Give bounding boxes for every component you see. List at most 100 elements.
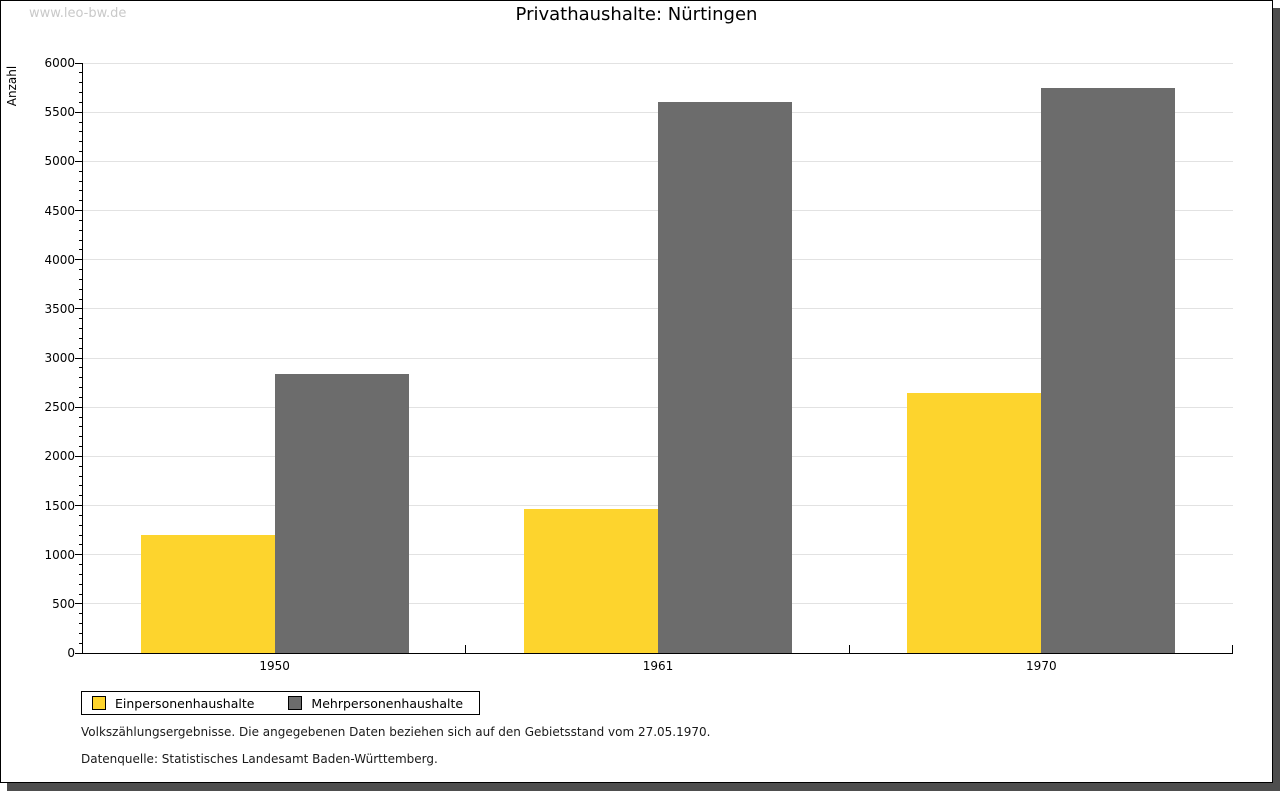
y-minor-tick — [79, 396, 83, 398]
y-minor-tick — [79, 583, 83, 585]
legend-box: Einpersonenhaushalte Mehrpersonenhaushalt… — [81, 691, 481, 715]
x-boundary-tick — [465, 645, 467, 653]
watermark-text: www.leo-bw.de — [29, 6, 127, 21]
y-minor-tick — [79, 416, 83, 418]
y-major-tick — [75, 210, 83, 211]
y-major-tick — [75, 357, 83, 359]
y-minor-tick — [79, 436, 83, 438]
y-tick-label: 2500 — [44, 400, 75, 415]
y-minor-tick — [79, 387, 83, 388]
y-minor-tick — [79, 475, 83, 477]
y-major-tick — [75, 62, 83, 64]
y-tick-label: 4000 — [44, 252, 75, 267]
legend-item-mehrpersonenhaushalte: Mehrpersonenhaushalte — [288, 696, 463, 711]
y-major-tick — [75, 652, 83, 654]
y-minor-tick — [79, 318, 83, 320]
y-tick-label: 2000 — [44, 449, 75, 464]
y-minor-tick — [79, 170, 83, 172]
legend-item-einpersonenhaushalte: Einpersonenhaushalte — [92, 696, 254, 711]
x-tick-label-1961: 1961 — [642, 659, 674, 673]
footnote-census: Volkszählungsergebnisse. Die angegebenen… — [81, 725, 711, 739]
y-minor-tick — [79, 229, 83, 231]
y-minor-tick — [79, 239, 83, 241]
y-minor-tick — [79, 564, 83, 565]
x-boundary-tick — [848, 645, 850, 653]
y-minor-tick — [79, 180, 83, 182]
y-major-tick — [75, 603, 83, 605]
y-major-tick — [75, 554, 83, 556]
y-minor-tick — [79, 465, 83, 467]
y-tick-label: 3000 — [44, 351, 75, 365]
y-tick-label: 500 — [52, 596, 75, 611]
y-minor-tick — [79, 288, 83, 290]
y-minor-tick — [79, 328, 83, 329]
y-minor-tick — [79, 446, 83, 447]
legend-label: Einpersonenhaushalte — [115, 695, 255, 711]
y-minor-tick — [79, 623, 83, 624]
legend-swatch-icon — [92, 696, 106, 710]
y-tick-label: 1500 — [44, 498, 75, 513]
y-minor-tick — [79, 593, 83, 595]
y-minor-tick — [79, 278, 83, 280]
chart-title: Privathaushalte: Nürtingen — [515, 4, 758, 25]
x-tick-label-1970: 1970 — [1026, 659, 1057, 673]
y-axis-title: Anzahl — [5, 65, 20, 107]
y-minor-tick — [79, 131, 83, 133]
y-minor-tick — [79, 298, 83, 300]
y-minor-tick — [79, 426, 83, 428]
y-minor-tick — [79, 367, 83, 369]
y-minor-tick — [79, 485, 83, 487]
y-minor-tick — [79, 524, 83, 526]
x-boundary-tick — [1232, 645, 1233, 653]
bar-einpersonenhaushalte-1970 — [907, 393, 1042, 653]
y-minor-tick — [79, 82, 83, 84]
y-major-tick — [75, 259, 83, 261]
y-major-tick — [75, 406, 83, 408]
y-tick-label: 3500 — [44, 301, 75, 316]
legend-label: Mehrpersonenhaushalte — [311, 695, 464, 711]
bar-mehrpersonenhaushalte-1970 — [1041, 87, 1176, 653]
legend-swatch-icon — [288, 696, 303, 710]
y-minor-tick — [79, 151, 83, 152]
y-minor-tick — [79, 337, 83, 339]
bar-mehrpersonenhaushalte-1961 — [658, 102, 792, 653]
y-tick-label: 0 — [67, 646, 75, 660]
y-minor-tick — [79, 347, 83, 349]
y-major-tick — [75, 308, 83, 310]
y-minor-tick — [79, 141, 83, 143]
y-minor-tick — [79, 495, 83, 497]
y-minor-tick — [79, 269, 83, 270]
y-minor-tick — [79, 219, 83, 221]
x-tick-label-1950: 1950 — [259, 659, 290, 673]
bar-mehrpersonenhaushalte-1950 — [274, 373, 409, 653]
y-tick-label: 1000 — [44, 547, 75, 562]
y-major-tick — [75, 160, 83, 162]
y-tick-label: 5500 — [44, 105, 75, 120]
y-tick-label: 4500 — [44, 203, 75, 218]
y-tick-label: 6000 — [44, 56, 75, 70]
y-minor-tick — [79, 190, 83, 192]
y-major-tick — [75, 505, 83, 506]
y-minor-tick — [79, 121, 83, 123]
y-minor-tick — [79, 642, 83, 644]
y-minor-tick — [79, 534, 83, 536]
y-minor-tick — [79, 632, 83, 634]
y-major-tick — [75, 111, 83, 113]
gridline-6000 — [83, 62, 1233, 64]
bar-einpersonenhaushalte-1961 — [524, 509, 658, 653]
y-minor-tick — [79, 613, 83, 615]
y-major-tick — [75, 455, 83, 457]
footnote-source: Datenquelle: Statistisches Landesamt Bad… — [81, 752, 438, 766]
y-minor-tick — [79, 514, 83, 516]
y-minor-tick — [79, 72, 83, 74]
y-minor-tick — [79, 249, 83, 251]
y-minor-tick — [79, 200, 83, 202]
y-minor-tick — [79, 101, 83, 103]
plot-area: 0 500 1000 1500 2000 2500 3000 3500 4000 4500 5000… — [44, 56, 1233, 673]
y-tick-label: 5000 — [44, 154, 75, 169]
y-minor-tick — [79, 377, 83, 379]
y-minor-tick — [79, 544, 83, 546]
y-minor-tick — [79, 92, 83, 93]
y-minor-tick — [79, 573, 83, 575]
